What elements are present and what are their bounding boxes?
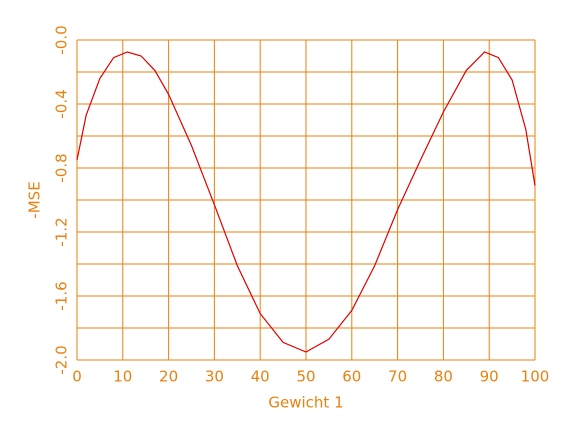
x-tick-label: 40 [251,368,270,386]
data-line [76,51,536,353]
x-tick-label: 0 [72,368,82,386]
x-tick-label: 10 [113,368,132,386]
x-tick-label: 100 [521,368,550,386]
y-tick-label: -1.2 [53,217,71,246]
x-tick-label: 20 [159,368,178,386]
x-tick-label: 30 [205,368,224,386]
x-tick-label: 80 [434,368,453,386]
y-axis-title: -MSE [26,181,44,218]
x-tick-label: 90 [480,368,499,386]
y-tick-label: -0.8 [53,153,71,182]
x-tick-label: 60 [342,368,361,386]
x-axis-title: Gewicht 1 [268,394,343,412]
x-tick-label: 50 [296,368,315,386]
y-tick-label: -0.4 [53,89,71,118]
y-tick-label: -0.0 [53,25,71,54]
y-tick-label: -2.0 [53,345,71,374]
y-tick-label: -1.6 [53,281,71,310]
x-tick-label: 70 [388,368,407,386]
